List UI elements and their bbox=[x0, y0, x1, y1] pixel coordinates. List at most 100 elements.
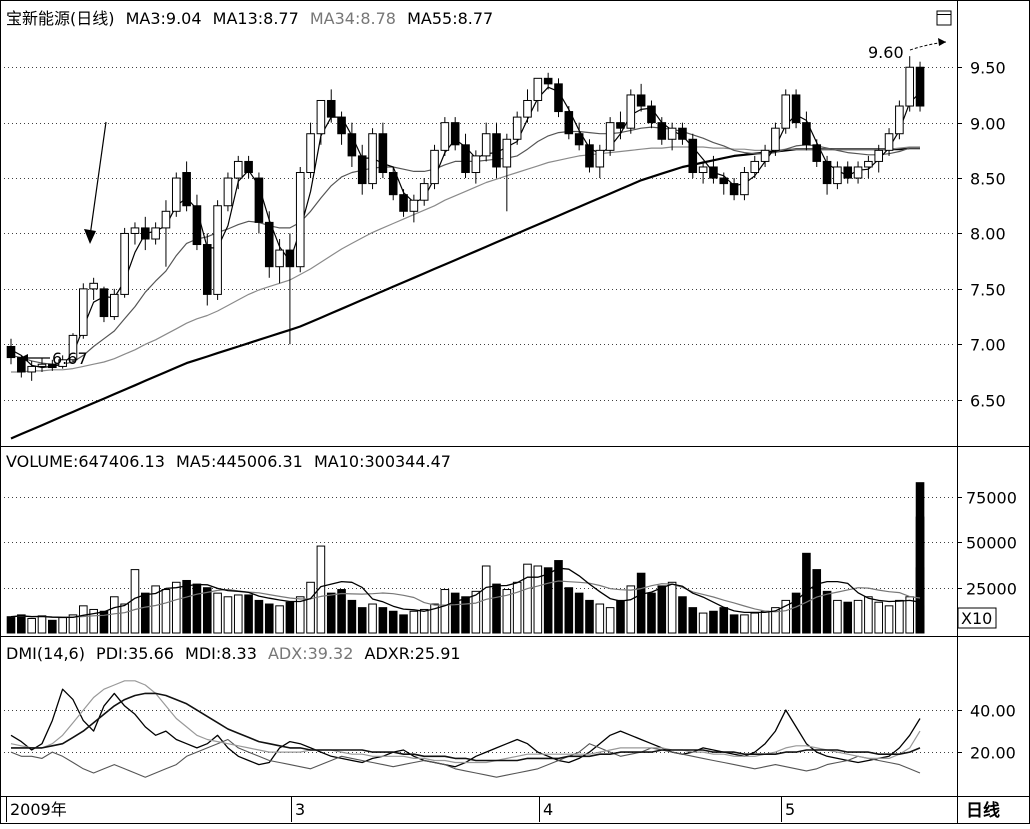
maximize-icon[interactable] bbox=[936, 10, 952, 26]
volume-bars bbox=[6, 482, 925, 634]
candle-61 bbox=[636, 83, 646, 112]
volume-tick-label-1: 50000 bbox=[966, 534, 1017, 553]
candle-58 bbox=[605, 117, 615, 156]
candle-52 bbox=[543, 72, 553, 90]
candle-body-68 bbox=[709, 166, 718, 179]
candle-body-25 bbox=[264, 221, 274, 268]
ma34-label: MA34:8.78 bbox=[310, 9, 396, 28]
candle-9 bbox=[99, 286, 109, 323]
candle-66 bbox=[688, 133, 698, 179]
volume-bar-65 bbox=[678, 596, 687, 634]
candle-body-41 bbox=[430, 149, 439, 185]
candle-body-86 bbox=[895, 105, 904, 135]
volume-unit-box bbox=[957, 607, 997, 629]
candle-body-74 bbox=[771, 127, 780, 151]
volume-bar-71 bbox=[740, 614, 749, 634]
ma3-label: MA3:9.04 bbox=[126, 9, 202, 28]
volume-tick-label-0: 75000 bbox=[966, 489, 1017, 508]
candle-13 bbox=[140, 216, 150, 251]
candle-85 bbox=[884, 128, 894, 156]
candle-body-69 bbox=[719, 177, 729, 185]
ma13-label: MA13:8.77 bbox=[213, 9, 299, 28]
volume-bar-13 bbox=[140, 592, 150, 634]
volume-bar-43 bbox=[450, 592, 460, 634]
dmi-lines bbox=[10, 680, 921, 778]
candle-6 bbox=[68, 333, 78, 362]
annotation-low-label: 6.67 bbox=[52, 349, 88, 368]
volume-bar-31 bbox=[326, 592, 336, 634]
pdi-label: PDI:35.66 bbox=[96, 644, 174, 663]
dmi-tick-label-0: 40.00 bbox=[970, 702, 1016, 721]
candle-body-8 bbox=[89, 282, 98, 290]
candle-24 bbox=[254, 172, 264, 234]
candle-body-80 bbox=[833, 166, 842, 185]
candle-body-84 bbox=[874, 149, 884, 162]
volume-bar-49 bbox=[512, 581, 522, 634]
volume-bar-91 bbox=[915, 516, 925, 634]
candle-body-22 bbox=[233, 160, 243, 179]
candle-body-46 bbox=[481, 133, 491, 157]
candle-0 bbox=[6, 338, 16, 365]
candle-body-16 bbox=[171, 177, 181, 212]
candle-body-9 bbox=[99, 288, 109, 318]
price-tick-label-3: 8.00 bbox=[970, 225, 1006, 244]
volume-bar-85 bbox=[884, 605, 894, 634]
volume-ma10-label: MA10:300344.47 bbox=[314, 452, 451, 471]
volume-bar-62 bbox=[647, 592, 656, 634]
candle-70 bbox=[729, 178, 739, 201]
volume-bar-57 bbox=[595, 603, 605, 634]
candle-51 bbox=[533, 77, 543, 112]
volume-bar-61 bbox=[636, 572, 646, 634]
candle-17 bbox=[182, 161, 191, 212]
candle-body-58 bbox=[605, 122, 615, 151]
candle-body-75 bbox=[781, 94, 791, 129]
volume-bar-23 bbox=[244, 594, 253, 634]
candle-30 bbox=[316, 99, 326, 145]
candle-body-81 bbox=[843, 166, 853, 179]
volume-bar-41 bbox=[430, 603, 439, 634]
candle-62 bbox=[647, 100, 656, 129]
candle-43 bbox=[450, 117, 460, 151]
candle-body-36 bbox=[378, 133, 388, 174]
candle-11 bbox=[120, 227, 129, 298]
dmi-axis-ticks: 40.00 20.00 bbox=[957, 702, 1016, 763]
period-label[interactable]: 日线 bbox=[966, 800, 1000, 821]
candle-42 bbox=[440, 117, 450, 156]
x-label-march: 3 bbox=[295, 800, 305, 819]
volume-bar-17 bbox=[182, 579, 191, 634]
candle-19 bbox=[202, 233, 212, 306]
volume-ma5-line bbox=[10, 567, 921, 619]
candle-body-30 bbox=[316, 99, 326, 135]
volume-bar-68 bbox=[709, 610, 718, 634]
volume-bar-52 bbox=[543, 567, 553, 634]
candle-84 bbox=[874, 144, 884, 173]
candle-48 bbox=[502, 133, 512, 212]
candle-body-21 bbox=[223, 177, 233, 207]
candle-body-73 bbox=[760, 149, 770, 162]
volume-bar-42 bbox=[440, 589, 450, 634]
x-label-april: 4 bbox=[543, 800, 553, 819]
volume-bar-8 bbox=[89, 608, 98, 634]
candle-body-44 bbox=[461, 144, 470, 174]
candle-body-78 bbox=[812, 144, 822, 162]
candle-69 bbox=[719, 172, 729, 195]
candle-79 bbox=[822, 155, 832, 195]
candle-body-6 bbox=[68, 334, 78, 361]
candle-body-54 bbox=[564, 111, 574, 135]
volume-bar-29 bbox=[306, 581, 315, 634]
candle-body-63 bbox=[657, 122, 667, 140]
candle-2 bbox=[27, 360, 36, 381]
svg-text:DMI(14,6) PDI:35.66: DMI(14,6) PDI:35.66 MDI:8.33 ADX:39.32 A… bbox=[6, 644, 461, 663]
candle-77 bbox=[802, 111, 811, 151]
candle-body-67 bbox=[698, 166, 708, 174]
candle-body-61 bbox=[636, 94, 646, 107]
price-title: 宝新能源(日线) bbox=[6, 9, 115, 28]
volume-bar-67 bbox=[698, 612, 708, 634]
candle-4 bbox=[48, 359, 57, 371]
candle-72 bbox=[750, 155, 760, 179]
volume-bar-79 bbox=[822, 590, 832, 634]
volume-bar-55 bbox=[574, 592, 584, 634]
volume-unit-label: X10 bbox=[961, 609, 992, 628]
candle-46 bbox=[481, 122, 491, 162]
candle-body-70 bbox=[729, 183, 739, 196]
